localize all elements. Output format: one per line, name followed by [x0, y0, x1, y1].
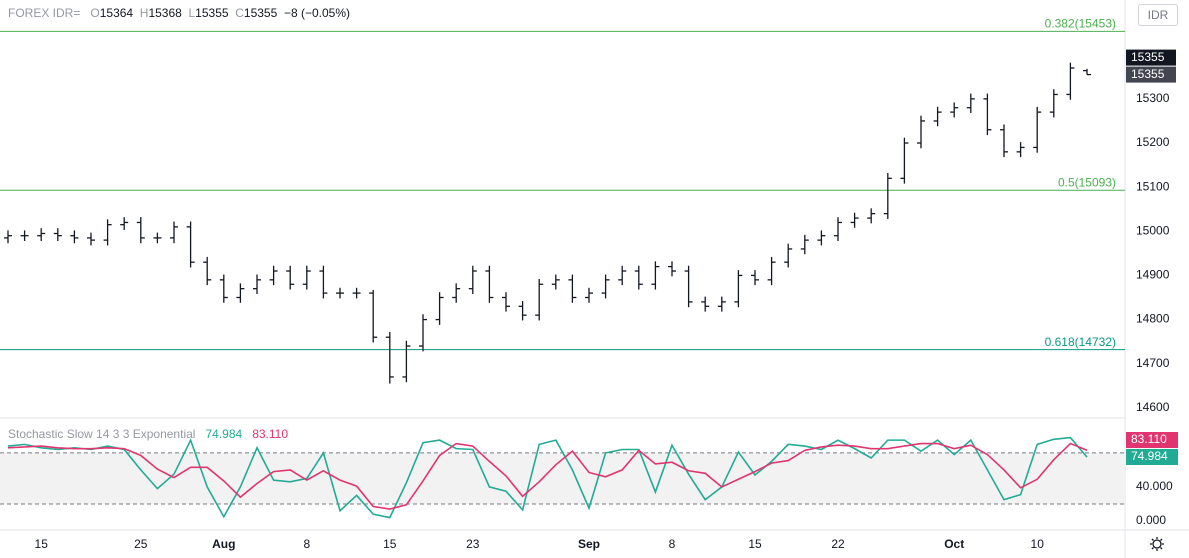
y-tick-label: 15300: [1136, 91, 1170, 105]
y-tick-label: 15100: [1136, 179, 1170, 193]
close-price-box: [1126, 66, 1176, 83]
x-tick-label: 22: [831, 537, 845, 551]
bars: [4, 62, 1091, 384]
x-tick-label: 25: [134, 537, 148, 551]
y-tick-label: 14800: [1136, 312, 1170, 326]
x-tick-label: 15: [35, 537, 49, 551]
band-fill: [0, 452, 1125, 504]
stoch-line: [7, 442, 1088, 510]
x-tick-label: Sep: [578, 537, 600, 551]
currency-button[interactable]: IDR: [1138, 4, 1178, 26]
change: −8 (−0.05%): [283, 6, 350, 20]
ohlc-label: C: [235, 6, 244, 20]
last-price-label: 15355: [1131, 50, 1165, 64]
stoch-line: [7, 436, 1088, 519]
x-tick-label: 8: [303, 537, 310, 551]
gear: [1152, 539, 1162, 549]
fib-label: 0.618(14732): [1045, 335, 1116, 349]
fib-label: 0.5(15093): [1058, 175, 1116, 189]
d-value: 83.110: [252, 427, 288, 441]
legend-header: FOREX IDR= O15364 H15368 L15355 C15355 −…: [8, 6, 350, 20]
ohlc-value: 15364: [99, 6, 134, 20]
symbol: FOREX IDR=: [8, 6, 81, 20]
last-value-box: [1126, 449, 1178, 465]
fib-label: 0.382(15453): [1045, 17, 1116, 31]
ohlc-value: 15368: [148, 6, 182, 20]
settings-icon[interactable]: [1150, 537, 1164, 551]
y-tick-label: 14600: [1136, 400, 1170, 414]
indicator-title: Stochastic Slow 14 3 3 Exponential: [8, 427, 196, 441]
gear-teeth: [1150, 537, 1164, 551]
last-value-box: [1126, 432, 1178, 448]
y-tick-label: 14700: [1136, 356, 1170, 370]
x-tick-label: 23: [466, 537, 480, 551]
ohlc-label: O: [90, 6, 100, 20]
ohlc-label: H: [139, 6, 149, 20]
y-tick-label: 15000: [1136, 223, 1170, 237]
ohlc-value: 15355: [195, 6, 229, 20]
indicator-legend: Stochastic Slow 14 3 3 Exponential 74.98…: [8, 427, 288, 441]
y-tick-label: 0.000: [1136, 513, 1166, 527]
x-tick-label: 15: [748, 537, 762, 551]
last-value-label: 83.110: [1131, 432, 1167, 446]
ohlc-label: L: [188, 6, 196, 20]
x-tick-label: 15: [383, 537, 397, 551]
y-tick-label: 40.000: [1136, 479, 1173, 493]
k-value: 74.984: [205, 427, 243, 441]
ohlc-value: 15355: [243, 6, 278, 20]
last-value-label: 74.984: [1131, 449, 1168, 463]
x-tick-label: 10: [1031, 537, 1045, 551]
close-price-label: 15355: [1131, 67, 1165, 81]
x-tick-label: Oct: [944, 537, 964, 551]
y-tick-label: 14900: [1136, 268, 1170, 282]
last-price-box: [1126, 49, 1176, 66]
x-tick-label: 8: [669, 537, 676, 551]
y-tick-label: 15200: [1136, 135, 1170, 149]
x-tick-label: Aug: [212, 537, 235, 551]
